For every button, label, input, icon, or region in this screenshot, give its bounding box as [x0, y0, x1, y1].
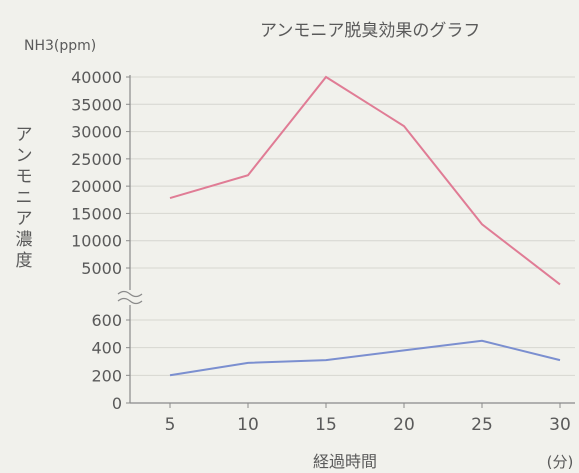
y-tick-label: 600 — [91, 311, 122, 330]
y-tick-label: 400 — [91, 339, 122, 358]
y-tick-label: 30000 — [71, 123, 122, 142]
x-tick-label: 25 — [471, 415, 493, 435]
x-tick-label: 15 — [315, 415, 337, 435]
x-axis-label: 経過時間 — [313, 452, 377, 471]
x-tick-label: 20 — [393, 415, 415, 435]
y-tick-label: 5000 — [81, 259, 122, 278]
y-tick-label: 15000 — [71, 204, 122, 223]
tick-labels: 40000 35000 30000 25000 20000 15000 10000 5000 6… — [71, 68, 571, 435]
axis-break-mark — [117, 297, 143, 305]
y-axis-label-char: 濃 — [16, 230, 33, 250]
y-tick-label: 200 — [91, 366, 122, 385]
axes — [117, 75, 575, 408]
y-tick-label: 35000 — [71, 95, 122, 114]
y-tick-label: 20000 — [71, 177, 122, 196]
y-axis-label-char: ア — [16, 125, 33, 145]
x-tick-label: 30 — [549, 415, 571, 435]
y-tick-label: 25000 — [71, 150, 122, 169]
y-axis-label-char: 度 — [16, 251, 33, 271]
y-tick-label: 10000 — [71, 232, 122, 251]
series-lines — [169, 75, 561, 377]
grid-lines — [130, 76, 575, 376]
y-tick-label: 40000 — [71, 68, 122, 87]
y-unit-label: NH3(ppm) — [24, 38, 96, 54]
lower-series-line — [169, 339, 561, 377]
y-axis-label-char: モ — [16, 167, 33, 187]
y-axis-label-char: ン — [16, 146, 33, 166]
x-unit-label: (分) — [547, 453, 574, 471]
y-tick-label: 0 — [112, 394, 122, 413]
y-axis-label-char: ニ — [16, 188, 33, 208]
axis-break-mark — [117, 290, 143, 298]
x-tick-label: 5 — [165, 415, 176, 435]
chart-title: アンモニア脱臭効果のグラフ — [260, 21, 480, 41]
upper-series-line — [169, 75, 561, 286]
x-tick-label: 10 — [237, 415, 259, 435]
y-axis-label-char: ア — [16, 209, 33, 229]
